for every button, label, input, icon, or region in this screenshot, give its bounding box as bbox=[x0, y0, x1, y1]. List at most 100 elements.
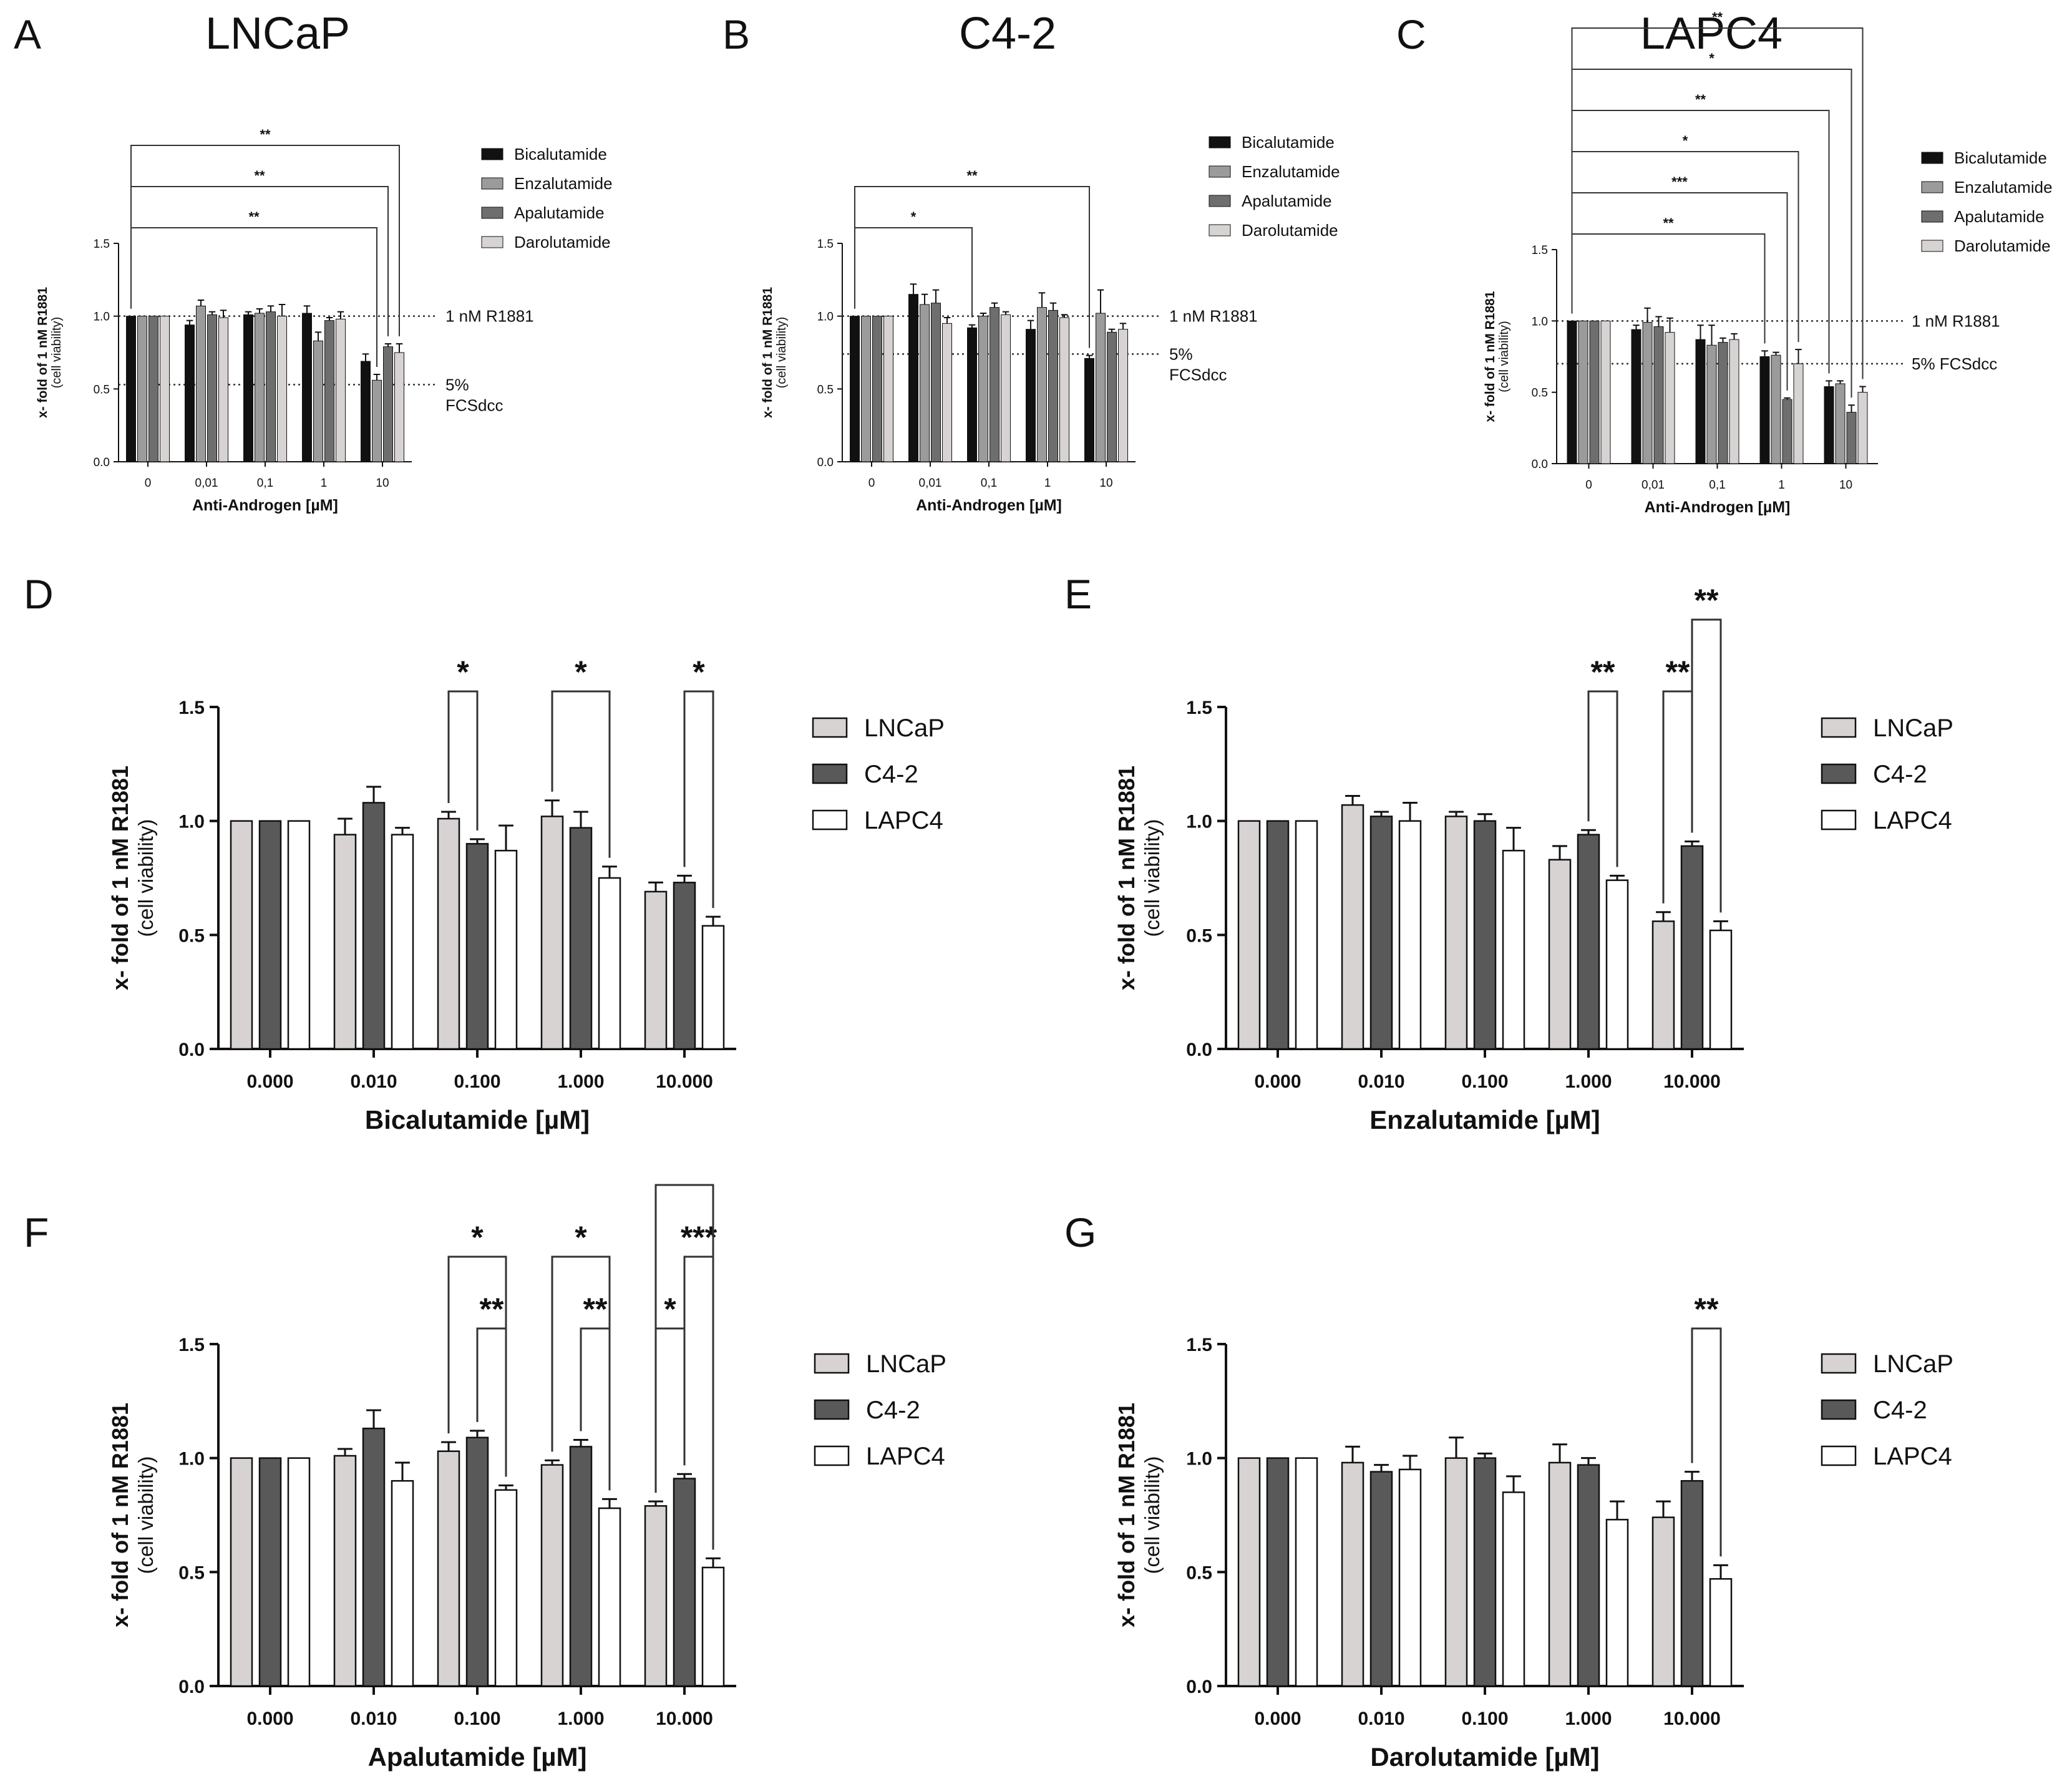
bar-enzalutamide bbox=[255, 313, 265, 462]
bar-enzalutamide bbox=[920, 304, 930, 462]
chart-panel-g: G 0.0 0.5 1.0 1.5 0.000 0.010 0.100 1.000 10.000 D… bbox=[1064, 1209, 1953, 1772]
y-axis-subtitle: (cell viability) bbox=[775, 317, 789, 388]
x-tick-label: 0.100 bbox=[454, 1708, 500, 1729]
significance-bracket bbox=[683, 690, 714, 909]
x-tick-label: 0,1 bbox=[1709, 479, 1725, 492]
y-tick-label: 0.0 bbox=[178, 1040, 205, 1060]
bar-enzalutamide bbox=[1835, 383, 1846, 464]
legend-swatch-apalutamide bbox=[1209, 195, 1231, 207]
legend: LNCaP C4-2 LAPC4 bbox=[814, 1350, 946, 1470]
bar-c4-2 bbox=[1473, 820, 1497, 1050]
legend-label: LNCaP bbox=[1873, 1350, 1953, 1378]
bar-lncap bbox=[540, 816, 564, 1050]
bar-apalutamide bbox=[1107, 331, 1117, 462]
chart-panel-b: B C4-2 0.0 0.5 1.0 1.5 0 0,01 0,1 1 10 Anti-Androge… bbox=[722, 9, 1340, 514]
x-tick-label: 10 bbox=[376, 477, 389, 490]
chart-panel-d: D 0.0 0.5 1.0 1.5 0.000 0.010 0.100 1.000 10.000 B… bbox=[24, 571, 945, 1134]
bar-darolutamide bbox=[336, 318, 346, 462]
bar-enzalutamide bbox=[137, 316, 147, 462]
reference-label-fcsdcc: FCSdcc bbox=[1169, 365, 1227, 384]
bar-apalutamide bbox=[931, 303, 941, 462]
significance-label: * bbox=[664, 1292, 676, 1327]
bar-lapc4 bbox=[391, 1479, 414, 1687]
bar-apalutamide bbox=[1782, 399, 1792, 464]
bar-darolutamide bbox=[277, 316, 287, 462]
x-tick-label: 0 bbox=[1585, 479, 1592, 492]
significance-bracket bbox=[1571, 27, 1864, 379]
bar-bicalutamide bbox=[1567, 320, 1577, 464]
legend-label: Enzalutamide bbox=[514, 174, 613, 193]
x-tick-label: 0,01 bbox=[1642, 479, 1665, 492]
chart-panel-f: F 0.0 0.5 1.0 1.5 0.000 0.010 0.100 1.000 10.000 A… bbox=[24, 1184, 946, 1772]
y-tick-label: 1.5 bbox=[178, 1335, 205, 1355]
bar-darolutamide bbox=[1857, 392, 1868, 464]
bar-lapc4 bbox=[1502, 849, 1525, 1050]
bar-lapc4 bbox=[287, 820, 311, 1050]
bar-enzalutamide bbox=[1096, 313, 1106, 462]
significance-bracket bbox=[551, 690, 611, 858]
bar-lapc4 bbox=[1398, 1468, 1422, 1687]
legend-swatch-apalutamide bbox=[481, 207, 503, 219]
bar-apalutamide bbox=[383, 346, 393, 462]
bar-lncap bbox=[1444, 816, 1468, 1050]
legend-label: Apalutamide bbox=[1242, 192, 1332, 210]
bar-lncap bbox=[1341, 1461, 1364, 1687]
bar-lncap bbox=[230, 1457, 253, 1687]
legend-label: Enzalutamide bbox=[1242, 162, 1340, 181]
bar-darolutamide bbox=[394, 352, 404, 462]
x-tick-label: 0.000 bbox=[246, 1708, 293, 1729]
bar-lapc4 bbox=[1709, 929, 1733, 1050]
y-tick-label: 0.5 bbox=[1186, 925, 1212, 946]
y-axis-title: x- fold of 1 nM R1881 bbox=[107, 1403, 133, 1627]
bar-apalutamide bbox=[1846, 412, 1857, 464]
legend-swatch-c4-2 bbox=[1821, 763, 1857, 784]
bar-apalutamide bbox=[1718, 342, 1728, 464]
bar-bicalutamide bbox=[1824, 386, 1834, 464]
bar-c4-2 bbox=[362, 802, 386, 1050]
chart-panel-a: A LNCaP 0.0 0.5 1.0 1.5 0 0,01 0,1 1 10 Anti-Androg… bbox=[14, 9, 613, 514]
x-tick-label: 1.000 bbox=[557, 1708, 604, 1729]
x-tick-label: 0.100 bbox=[454, 1071, 500, 1092]
bar-darolutamide bbox=[942, 323, 952, 462]
bar-bicalutamide bbox=[1026, 329, 1036, 462]
x-tick-label: 0 bbox=[145, 477, 152, 490]
y-axis-subtitle: (cell viability) bbox=[50, 317, 64, 388]
legend: LNCaP C4-2 LAPC4 bbox=[812, 714, 945, 834]
legend-swatch-lapc4 bbox=[814, 1445, 850, 1466]
legend-label: Enzalutamide bbox=[1954, 178, 2053, 197]
panel-label: A bbox=[14, 11, 41, 57]
panel-label: F bbox=[24, 1209, 49, 1255]
significance-label: ** bbox=[1591, 655, 1615, 690]
x-tick-label: 10 bbox=[1099, 477, 1112, 490]
x-tick-label: 10.000 bbox=[656, 1071, 713, 1092]
y-tick-label: 0.0 bbox=[178, 1677, 205, 1697]
bar-bicalutamide bbox=[126, 316, 136, 462]
reference-label-r1881: 1 nM R1881 bbox=[1169, 307, 1258, 326]
legend: Bicalutamide Enzalutamide Apalutamide Darol… bbox=[481, 145, 613, 251]
bar-enzalutamide bbox=[1771, 354, 1781, 464]
legend-label: Darolutamide bbox=[1954, 236, 2051, 255]
bar-darolutamide bbox=[218, 317, 228, 462]
bar-darolutamide bbox=[1600, 320, 1611, 464]
bar-apalutamide bbox=[324, 320, 334, 462]
y-tick-label: 1.0 bbox=[817, 311, 834, 324]
legend-swatch-lapc4 bbox=[1821, 809, 1857, 831]
bar-lncap bbox=[1444, 1457, 1468, 1687]
x-tick-label: 0.000 bbox=[246, 1071, 293, 1092]
bar-lapc4 bbox=[494, 849, 518, 1050]
legend-swatch-bicalutamide bbox=[1921, 152, 1943, 164]
x-tick-label: 1.000 bbox=[1565, 1708, 1612, 1729]
bar-darolutamide bbox=[1059, 317, 1069, 462]
significance-label: *** bbox=[1671, 174, 1688, 190]
x-tick-label: 0,01 bbox=[919, 477, 942, 490]
y-tick-label: 0.0 bbox=[94, 456, 110, 469]
y-axis-title: x- fold of 1 nM R1881 bbox=[107, 766, 133, 990]
bar-lapc4 bbox=[1295, 820, 1318, 1050]
bar-lncap bbox=[1651, 1516, 1675, 1687]
bar-c4-2 bbox=[465, 842, 489, 1050]
bar-lncap bbox=[1237, 1457, 1261, 1687]
bar-apalutamide bbox=[872, 316, 882, 462]
panel-label: C bbox=[1396, 11, 1426, 57]
legend-swatch-c4-2 bbox=[814, 1399, 850, 1420]
bar-lncap bbox=[1548, 1461, 1572, 1687]
